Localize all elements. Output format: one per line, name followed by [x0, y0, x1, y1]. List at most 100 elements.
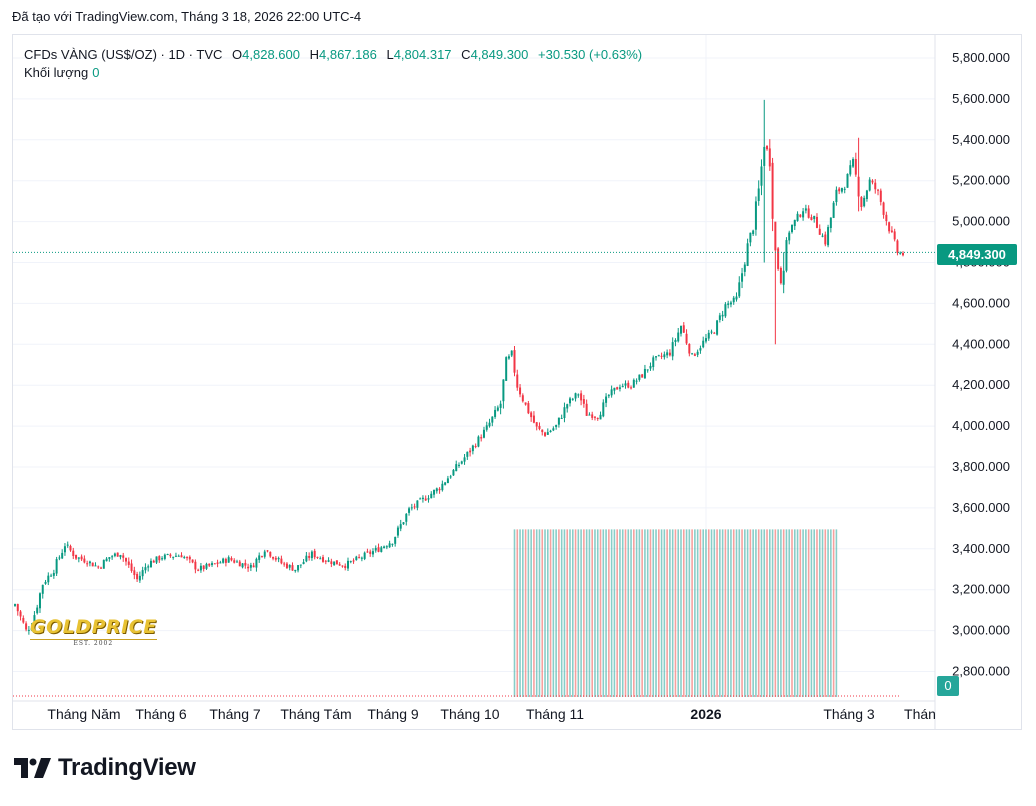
- candle-body: [463, 457, 466, 462]
- candle-body: [202, 565, 205, 570]
- candle-body: [469, 450, 472, 453]
- candle-body: [219, 562, 222, 564]
- volume-bar: [771, 529, 774, 697]
- candle-body: [727, 303, 730, 305]
- candle-body: [360, 557, 363, 559]
- candle-body: [488, 422, 491, 427]
- candle-body: [427, 498, 430, 500]
- chart-frame[interactable]: [12, 34, 1022, 730]
- candle-body: [716, 320, 719, 335]
- volume-label[interactable]: Khối lượng: [24, 65, 89, 80]
- candle-body: [660, 355, 663, 357]
- candle-body: [327, 560, 330, 562]
- last-price-badge: 4,849.300: [937, 244, 1017, 265]
- tradingview-brand[interactable]: TradingView: [14, 754, 196, 782]
- symbol-name[interactable]: CFDs VÀNG (US$/OZ) · 1D · TVC: [24, 47, 223, 62]
- candle-body: [680, 326, 682, 334]
- volume-bar: [605, 529, 607, 697]
- candle-body: [391, 543, 394, 545]
- volume-bar: [580, 529, 582, 697]
- candle-body: [208, 563, 211, 566]
- candle-body: [599, 414, 602, 420]
- candle-body: [815, 216, 818, 228]
- price-lines: [13, 251, 935, 697]
- candle-body: [97, 566, 100, 568]
- candle-body: [211, 563, 214, 566]
- volume-bar: [785, 529, 788, 697]
- candle-body: [618, 387, 621, 389]
- volume-bar: [721, 529, 724, 697]
- candle-body: [630, 387, 633, 389]
- y-tick-label: 5,000.000: [952, 214, 1010, 229]
- x-tick-label: Tháng 6: [135, 706, 187, 722]
- candle-body: [205, 563, 208, 569]
- candle-body: [174, 555, 177, 557]
- candle-body: [313, 550, 316, 558]
- candle-body: [430, 493, 433, 499]
- candle-body: [555, 424, 558, 428]
- candle-body: [47, 575, 50, 583]
- candle-body: [166, 554, 169, 556]
- volume-badge: 0: [937, 676, 959, 696]
- candle-body: [455, 464, 458, 472]
- volume-bar: [633, 529, 635, 697]
- candle-body: [330, 561, 333, 565]
- candle-body: [197, 569, 200, 571]
- candle-body: [333, 561, 336, 566]
- candle-body: [61, 552, 64, 559]
- volume-bar: [699, 529, 702, 697]
- candle-body: [247, 566, 250, 569]
- volume-bar: [821, 529, 824, 697]
- candle-body: [305, 555, 308, 562]
- volume-bar: [827, 529, 829, 697]
- volume-bar: [671, 529, 674, 697]
- candle-body: [863, 197, 866, 207]
- candle-body: [191, 559, 194, 563]
- time-axis[interactable]: Tháng Năm Tháng 6 Tháng 7 Tháng Tám Tháng 9 T…: [47, 706, 936, 722]
- volume-bar: [674, 529, 677, 697]
- volume-bar: [541, 529, 544, 697]
- volume-bar: [738, 529, 741, 697]
- candle-body: [785, 240, 788, 271]
- candle-body: [874, 182, 877, 190]
- volume-bar: [608, 529, 610, 697]
- goldprice-logo: GOLDPRICE EST. 2002: [30, 616, 157, 647]
- candle-body: [571, 398, 574, 400]
- volume-histogram: [513, 529, 838, 697]
- candle-body: [632, 379, 635, 388]
- candle-body: [180, 555, 183, 558]
- candle-body: [227, 557, 230, 563]
- candle-body: [22, 617, 25, 623]
- candle-body: [374, 547, 377, 551]
- price-axis[interactable]: 5,800.000 5,600.000 5,400.000 5,200.000 5,00…: [952, 50, 1010, 679]
- volume-bar: [583, 529, 585, 697]
- goldprice-logo-subtitle: EST. 2002: [30, 639, 157, 647]
- candle-body: [821, 235, 824, 237]
- candle-body: [322, 557, 325, 562]
- x-tick-label: 2026: [690, 706, 721, 722]
- candle-body: [602, 402, 605, 417]
- candle-body: [266, 550, 269, 552]
- candle-body: [752, 230, 755, 235]
- volume-bar: [530, 529, 532, 697]
- candle-body: [729, 302, 732, 305]
- candle-body: [291, 565, 294, 571]
- candle-body: [471, 445, 474, 452]
- candle-body: [502, 379, 505, 402]
- candle-body: [69, 545, 72, 551]
- candle-body: [144, 567, 147, 571]
- volume-bar: [549, 529, 552, 697]
- candle-body: [116, 552, 119, 557]
- candle-body: [902, 253, 904, 256]
- candle-body: [316, 556, 319, 558]
- candle-body: [324, 560, 327, 562]
- candle-body: [782, 270, 785, 285]
- candle-body: [349, 561, 352, 563]
- candle-body: [538, 425, 541, 429]
- volume-bar: [649, 529, 652, 697]
- candle-body: [152, 560, 155, 563]
- volume-bar: [522, 529, 524, 697]
- volume-bar: [524, 529, 527, 697]
- volume-bar: [716, 529, 718, 697]
